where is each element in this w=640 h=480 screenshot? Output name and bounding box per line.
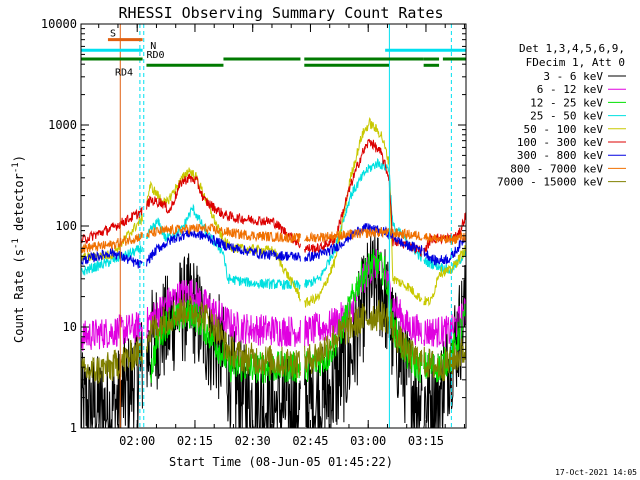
legend-header-line2: FDecim 1, Att 0 (526, 56, 625, 69)
series-line (81, 293, 466, 387)
flag-label-s: S (110, 29, 116, 40)
chart-title: RHESSI Observing Summary Count Rates (118, 4, 443, 22)
x-tick-label: 03:15 (408, 434, 444, 448)
y-axis-label: Count Rate (s-1 detector-1) (11, 155, 26, 343)
legend-entry-label: 50 - 100 keV (524, 123, 604, 136)
series-line (81, 249, 466, 352)
legend-entry-label: 800 - 7000 keV (510, 162, 603, 175)
flag-label-rd4: RD4 (115, 67, 133, 78)
y-label-main: Count Rate (s (12, 249, 26, 343)
legend-header-line1: Det 1,3,4,5,6,9, (519, 42, 625, 55)
y-label-end: ) (12, 155, 26, 162)
y-label-sup2: -1 (11, 162, 21, 173)
series-group (81, 116, 466, 428)
axes: 1 10 100 1000 10000 02:00 02:15 02:30 02:45 03:00… (41, 17, 467, 448)
flag-label-n: N (150, 41, 156, 52)
x-tick-label: 02:45 (292, 434, 328, 448)
y-tick-label: 100 (55, 219, 77, 233)
legend-entry-label: 6 - 12 keV (537, 83, 604, 96)
x-tick-label: 02:30 (235, 434, 271, 448)
svg-text:Count Rate (s-1 detector-1): Count Rate (s-1 detector-1) (11, 155, 26, 343)
x-tick-label: 02:15 (177, 434, 213, 448)
y-label-mid: detector (12, 173, 26, 238)
y-tick-label: 10 (63, 320, 77, 334)
x-tick-label: 03:00 (350, 434, 386, 448)
x-tick-label: 02:00 (119, 434, 155, 448)
y-tick-label: 1 (70, 421, 77, 435)
legend: Det 1,3,4,5,6,9,FDecim 1, Att 03 - 6 keV… (497, 42, 626, 189)
timestamp-label: 17-Oct-2021 14:05 (555, 468, 637, 477)
series-line (81, 138, 466, 258)
series-line (81, 222, 466, 254)
legend-entry-label: 300 - 800 keV (517, 149, 603, 162)
legend-entry-label: 25 - 50 keV (530, 110, 603, 123)
flag-label-rd0: RD0 (146, 50, 164, 61)
x-axis-label: Start Time (08-Jun-05 01:45:22) (169, 455, 393, 469)
legend-entry-label: 12 - 25 keV (530, 96, 603, 109)
legend-entry-label: 7000 - 15000 keV (497, 176, 603, 189)
y-tick-label: 10000 (41, 17, 77, 31)
legend-entry-label: 3 - 6 keV (543, 70, 603, 83)
legend-entry-label: 100 - 300 keV (517, 136, 603, 149)
y-label-sup1: -1 (11, 238, 21, 249)
series-line (81, 222, 466, 269)
y-tick-label: 1000 (48, 118, 77, 132)
